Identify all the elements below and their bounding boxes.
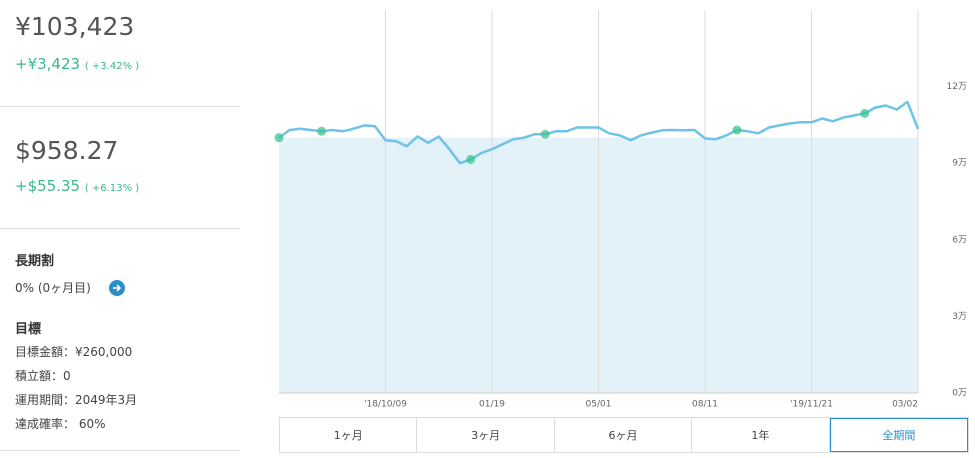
y-tick-label: 12万 bbox=[947, 82, 967, 92]
highlight-point bbox=[860, 108, 870, 118]
gain-jpy: +¥3,423 ( +3.42% ) bbox=[15, 55, 139, 73]
gain-pct: ( +6.13% ) bbox=[84, 183, 140, 194]
period-button[interactable]: 3ヶ月 bbox=[417, 418, 555, 452]
y-tick-label: 9万 bbox=[952, 159, 967, 169]
highlight-point bbox=[466, 154, 476, 164]
gain-value: +$55.35 bbox=[15, 177, 81, 195]
goal-line: 運用期間：2049年3月 bbox=[15, 393, 138, 407]
y-tick-label: 6万 bbox=[952, 235, 967, 245]
total-usd: $958.27 bbox=[15, 136, 119, 165]
x-tick-label: 08/11 bbox=[692, 400, 718, 410]
highlight-point bbox=[317, 126, 327, 136]
x-tick-label: '19/11/21 bbox=[790, 400, 833, 410]
separator bbox=[0, 450, 240, 451]
period-button[interactable]: 1ヶ月 bbox=[280, 418, 418, 452]
long-term-title: 長期割 bbox=[15, 254, 55, 269]
gain-pct: ( +3.42% ) bbox=[84, 61, 140, 72]
long-term-text: 0% (0ヶ月目) bbox=[15, 281, 91, 295]
goal-line: 達成確率： 60% bbox=[15, 417, 106, 431]
highlight-point bbox=[540, 129, 550, 139]
separator bbox=[0, 228, 240, 229]
goal-line: 目標金額：¥260,000 bbox=[15, 345, 133, 359]
x-tick-label: 05/01 bbox=[586, 400, 612, 410]
total-jpy: ¥103,423 bbox=[15, 12, 135, 41]
x-tick-label: 03/02 bbox=[892, 400, 918, 410]
highlight-point bbox=[274, 133, 284, 143]
period-button[interactable]: 1年 bbox=[692, 418, 830, 452]
x-tick-label: 01/19 bbox=[479, 400, 505, 410]
y-tick-label: 0万 bbox=[952, 389, 967, 399]
period-button[interactable]: 全期間 bbox=[829, 418, 969, 452]
y-tick-label: 3万 bbox=[952, 312, 967, 322]
chart: '18/10/09 01/19 05/01 08/11 '19/11/21 03/02 0万… bbox=[274, 10, 967, 410]
goal-title: 目標 bbox=[15, 322, 42, 337]
gain-value: +¥3,423 bbox=[15, 55, 81, 73]
period-button[interactable]: 6ヶ月 bbox=[555, 418, 693, 452]
highlight-point bbox=[732, 125, 742, 135]
period-buttons: 1ヶ月 3ヶ月 6ヶ月 1年 全期間 bbox=[279, 417, 969, 453]
long-term-value: 0% (0ヶ月目) bbox=[15, 279, 125, 296]
gain-usd: +$55.35 ( +6.13% ) bbox=[15, 177, 139, 195]
goal-line: 積立額：0 bbox=[15, 369, 71, 383]
arrow-button[interactable] bbox=[108, 280, 125, 296]
separator bbox=[0, 106, 240, 107]
x-tick-label: '18/10/09 bbox=[364, 400, 407, 410]
line bbox=[278, 100, 920, 165]
